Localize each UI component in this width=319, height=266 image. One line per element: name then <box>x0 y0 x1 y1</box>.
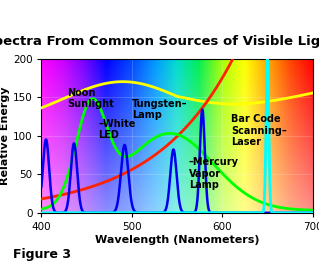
Y-axis label: Relative Energy: Relative Energy <box>0 86 10 185</box>
Text: Figure 3: Figure 3 <box>13 248 71 261</box>
Text: Bar Code
Scanning–
Laser: Bar Code Scanning– Laser <box>231 114 287 147</box>
Text: Tungsten–
Lamp: Tungsten– Lamp <box>132 99 187 120</box>
Text: Noon
Sunlight: Noon Sunlight <box>67 88 114 109</box>
X-axis label: Wavelength (Nanometers): Wavelength (Nanometers) <box>95 235 259 245</box>
Text: –Mercury
Vapor
Lamp: –Mercury Vapor Lamp <box>189 157 239 190</box>
Text: –White
LED: –White LED <box>98 119 136 140</box>
Text: Spectra From Common Sources of Visible Light: Spectra From Common Sources of Visible L… <box>0 35 319 48</box>
